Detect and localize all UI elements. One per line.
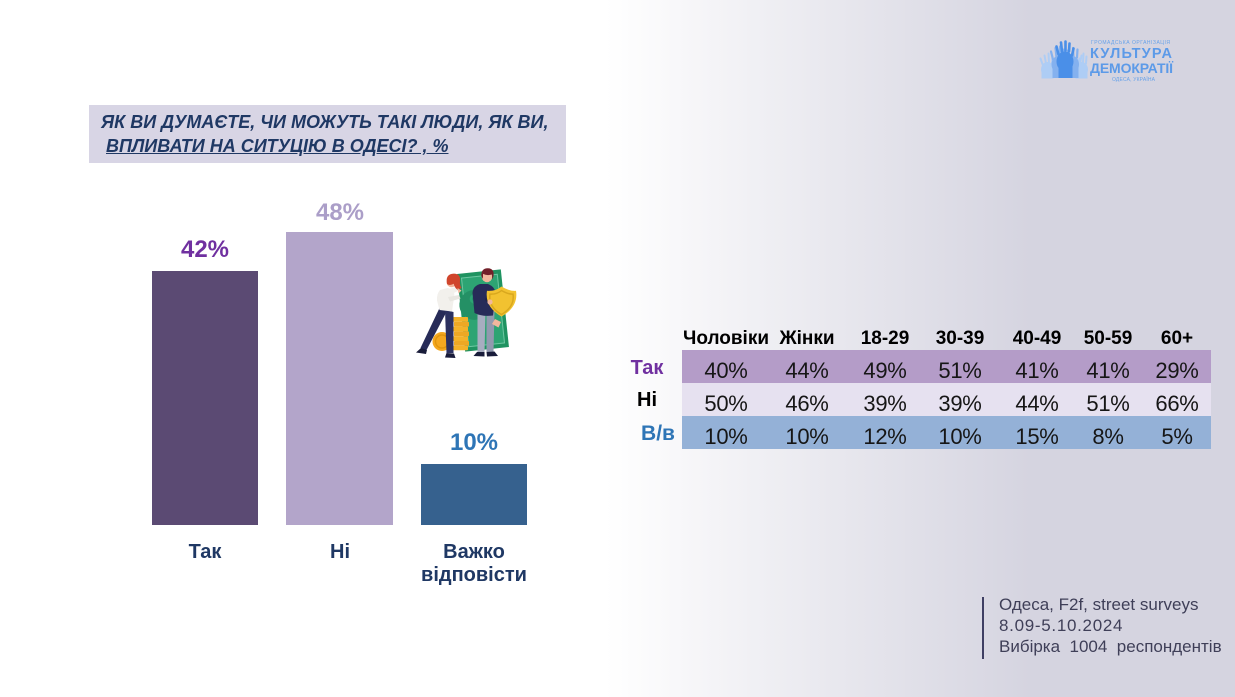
- svg-text:ОДЕСА, УКРАЇНА: ОДЕСА, УКРАЇНА: [1112, 76, 1156, 83]
- svg-text:ГРОМАДСЬКА ОРГАНІЗАЦІЯ: ГРОМАДСЬКА ОРГАНІЗАЦІЯ: [1091, 40, 1170, 46]
- svg-text:ДЕМОКРАТІЇ: ДЕМОКРАТІЇ: [1090, 60, 1174, 76]
- svg-text:КУЛЬТУРА: КУЛЬТУРА: [1090, 46, 1173, 62]
